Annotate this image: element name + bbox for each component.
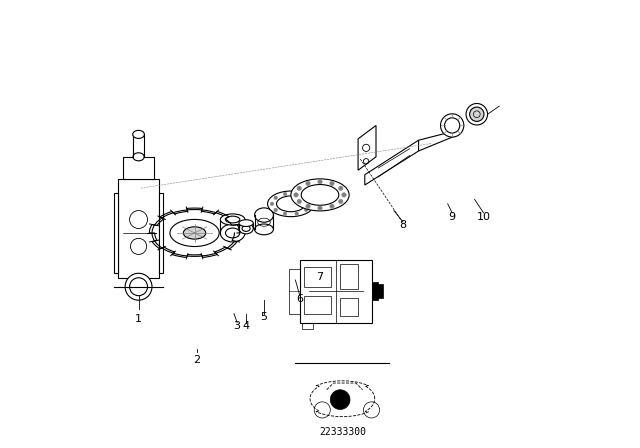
Text: 8: 8 — [399, 220, 406, 230]
Circle shape — [317, 206, 323, 210]
Circle shape — [339, 199, 343, 204]
Text: 4: 4 — [243, 321, 250, 331]
Circle shape — [284, 212, 287, 215]
Ellipse shape — [255, 224, 273, 235]
Text: 22333300: 22333300 — [319, 426, 366, 436]
Text: 1: 1 — [135, 314, 142, 323]
Circle shape — [308, 202, 312, 206]
Bar — [305, 296, 332, 314]
Text: 6: 6 — [296, 294, 303, 304]
Bar — [305, 267, 332, 287]
Text: 10: 10 — [477, 211, 490, 221]
Circle shape — [274, 196, 278, 199]
Ellipse shape — [132, 130, 145, 138]
Ellipse shape — [170, 220, 219, 246]
Ellipse shape — [239, 223, 253, 234]
Circle shape — [304, 208, 308, 212]
Polygon shape — [419, 130, 459, 151]
Polygon shape — [114, 193, 118, 273]
Circle shape — [274, 208, 278, 212]
Ellipse shape — [268, 191, 314, 217]
Circle shape — [295, 192, 298, 196]
Text: 3: 3 — [234, 321, 241, 331]
Polygon shape — [159, 193, 163, 273]
Bar — [302, 323, 314, 329]
Bar — [340, 264, 358, 289]
Circle shape — [294, 193, 298, 197]
Circle shape — [304, 196, 308, 199]
Ellipse shape — [291, 179, 349, 211]
Circle shape — [342, 193, 346, 197]
Circle shape — [339, 186, 343, 190]
Ellipse shape — [255, 208, 273, 222]
Circle shape — [330, 390, 350, 409]
Ellipse shape — [220, 224, 245, 242]
Circle shape — [297, 199, 301, 204]
Circle shape — [317, 180, 323, 184]
Ellipse shape — [276, 196, 305, 212]
Ellipse shape — [440, 114, 464, 137]
Polygon shape — [358, 125, 376, 170]
Ellipse shape — [239, 220, 253, 227]
Circle shape — [306, 181, 310, 186]
Circle shape — [284, 192, 287, 196]
Ellipse shape — [470, 107, 484, 121]
Circle shape — [295, 212, 298, 215]
Text: 5: 5 — [260, 312, 268, 322]
Ellipse shape — [133, 153, 144, 161]
Bar — [289, 269, 300, 314]
Ellipse shape — [466, 103, 488, 125]
Bar — [300, 260, 372, 323]
Circle shape — [306, 204, 310, 208]
Ellipse shape — [220, 214, 245, 225]
Bar — [378, 284, 383, 298]
Text: 7: 7 — [316, 272, 324, 282]
Polygon shape — [118, 179, 159, 278]
Circle shape — [330, 204, 334, 208]
Circle shape — [330, 181, 334, 186]
Bar — [340, 298, 358, 316]
Text: 2: 2 — [193, 355, 200, 365]
Polygon shape — [365, 140, 419, 185]
Polygon shape — [123, 157, 154, 179]
Bar — [371, 282, 378, 300]
Circle shape — [270, 202, 274, 206]
Ellipse shape — [125, 273, 152, 300]
Circle shape — [297, 186, 301, 190]
Ellipse shape — [301, 185, 339, 205]
Text: 9: 9 — [449, 211, 456, 221]
Ellipse shape — [184, 227, 206, 239]
